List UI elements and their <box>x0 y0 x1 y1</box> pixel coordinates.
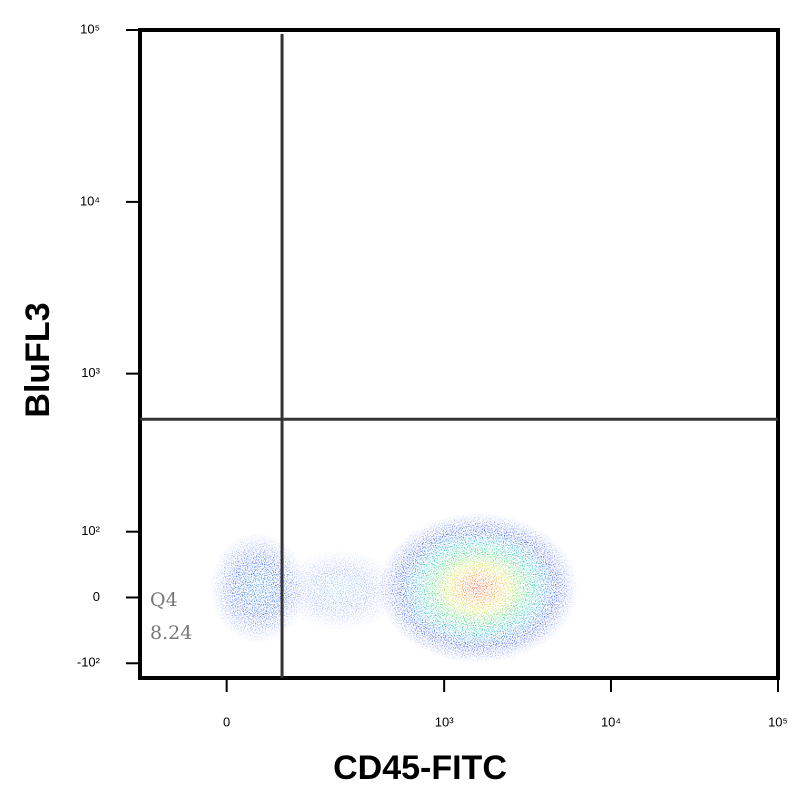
x-tick-label: 10⁴ <box>601 714 621 729</box>
population-bridge <box>280 550 400 630</box>
x-axis-title: CD45-FITC <box>333 749 507 787</box>
y-tick-label: 10⁵ <box>80 21 100 36</box>
y-axis-title: BluFL3 <box>19 302 57 417</box>
y-tick-label: 10⁴ <box>80 193 100 208</box>
y-tick-label: 10² <box>81 523 100 538</box>
population-main <box>378 513 578 663</box>
x-tick-label: 0 <box>223 714 230 729</box>
y-tick-label: -10² <box>77 655 101 670</box>
x-tick-label: 10³ <box>435 714 454 729</box>
density-cloud <box>210 513 578 663</box>
quadrant-name: Q4 <box>150 589 178 611</box>
y-tick-label: 0 <box>93 589 100 604</box>
x-tick-label: 10⁵ <box>768 714 788 729</box>
quadrant-percent: 8.24 <box>150 622 192 644</box>
y-tick-label: 10³ <box>81 365 100 380</box>
plot-frame <box>138 28 780 680</box>
